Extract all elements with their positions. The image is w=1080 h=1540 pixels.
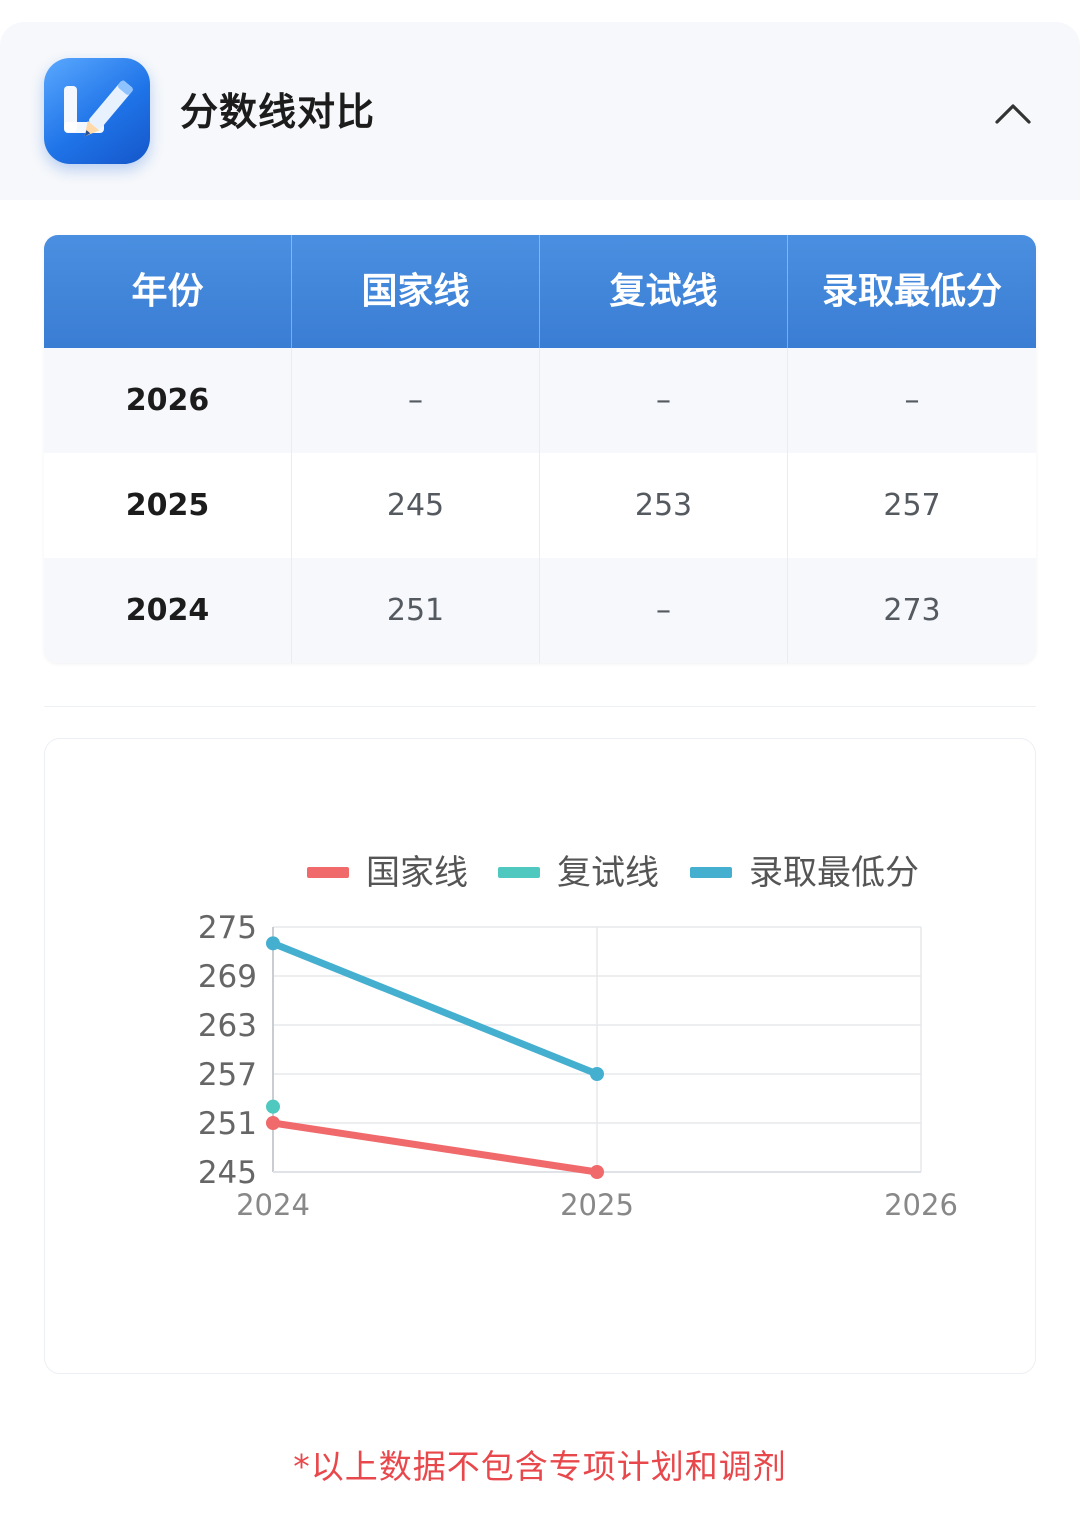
- section-title: 分数线对比: [180, 90, 376, 134]
- header-retest-line: 复试线: [540, 235, 788, 348]
- cell-national-line: 245: [292, 453, 540, 558]
- header-min-admission: 录取最低分: [821, 271, 1002, 312]
- pencil-edit-icon: [44, 58, 150, 164]
- y-tick-label: 257: [198, 1057, 257, 1093]
- cell-min-admission: –: [904, 383, 920, 418]
- score-table: 年份 国家线 复试线 录取最低分 2026 – – – 2025 245 253…: [44, 235, 1036, 663]
- cell-year: 2024: [44, 558, 292, 663]
- data-point: [266, 1099, 280, 1114]
- series-line: [269, 1119, 601, 1176]
- data-point: [590, 1165, 604, 1179]
- legend-swatch: [690, 867, 732, 878]
- cell-retest-line: –: [540, 348, 788, 453]
- series-line: [269, 939, 601, 1078]
- y-tick-label: 251: [198, 1106, 257, 1142]
- y-tick-label: 269: [198, 959, 257, 995]
- data-point: [590, 1067, 604, 1081]
- section-header: 分数线对比: [0, 22, 1080, 200]
- cell-retest-line: 253: [540, 453, 788, 558]
- section-divider: [44, 706, 1036, 707]
- collapse-button[interactable]: [988, 92, 1038, 132]
- chart-card: 275 269 263 257 251 245 2024 2025 2026 国家线 复试线 录取最低…: [44, 738, 1036, 1374]
- cell-national-line: 251: [292, 558, 540, 663]
- cell-min-admission: 257: [883, 488, 941, 523]
- chevron-up-icon: [995, 104, 1031, 124]
- y-tick-label: 263: [198, 1008, 257, 1044]
- cell-year: 2026: [44, 348, 292, 453]
- table-row: 2024 251 – 273: [44, 558, 1036, 663]
- data-point: [266, 1116, 280, 1130]
- legend-swatch: [498, 867, 540, 878]
- x-tick-label: 2024: [236, 1188, 310, 1222]
- table-row: 2026 – – –: [44, 348, 1036, 453]
- x-tick-label: 2025: [560, 1188, 634, 1222]
- cell-national-line: –: [292, 348, 540, 453]
- legend-swatch: [307, 867, 349, 878]
- table-row: 2025 245 253 257: [44, 453, 1036, 558]
- header-national-line: 国家线: [292, 235, 540, 348]
- x-tick-label: 2026: [884, 1188, 958, 1222]
- footnote: *以上数据不包含专项计划和调剂: [293, 1447, 787, 1486]
- y-tick-label: 275: [198, 910, 257, 946]
- cell-year: 2025: [44, 453, 292, 558]
- legend-label: 国家线: [366, 853, 468, 893]
- legend-label: 录取最低分: [749, 853, 919, 893]
- y-tick-label: 245: [198, 1155, 257, 1191]
- cell-retest-line: –: [540, 558, 788, 663]
- legend-label: 复试线: [557, 853, 659, 893]
- table-body: 2026 – – – 2025 245 253 257 2024 251 – 2…: [44, 348, 1036, 663]
- header-year: 年份: [44, 235, 292, 348]
- table-header: 年份 国家线 复试线 录取最低分: [44, 235, 1036, 348]
- data-point: [266, 936, 280, 951]
- cell-min-admission: 273: [883, 593, 941, 628]
